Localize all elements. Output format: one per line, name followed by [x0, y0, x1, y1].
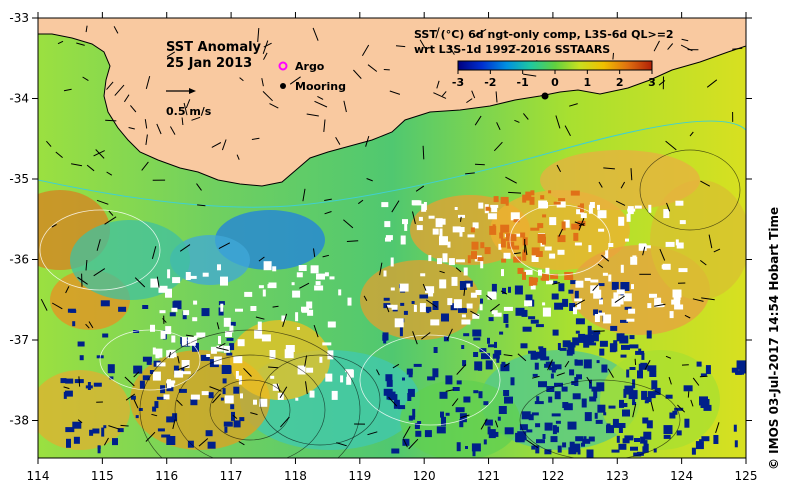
x-tick-label: 123: [606, 469, 629, 483]
ocean-field: [10, 18, 750, 490]
x-tick-label: 119: [348, 469, 371, 483]
x-tick-label: 115: [91, 469, 114, 483]
scale-label: 0.5 m/s: [166, 105, 212, 118]
x-tick-label: 121: [477, 469, 500, 483]
colorbar-tick-label: 0: [551, 76, 559, 89]
x-tick-label: 114: [27, 469, 50, 483]
reference-description: wrt L3S-1d 1992-2016 SSTAARS: [414, 43, 610, 56]
mooring-icon: [280, 83, 286, 89]
product-description: SST (°C) 6d ngt-only comp, L3S-6d QL>=2: [414, 28, 674, 41]
x-tick-label: 125: [735, 469, 758, 483]
y-tick-label: -34: [9, 92, 29, 106]
colorbar-tick-label: -3: [452, 76, 464, 89]
colorbar-tick-label: 3: [648, 76, 656, 89]
colorbar-ramp: [458, 61, 652, 70]
y-tick-label: -36: [9, 253, 29, 267]
map-title: SST Anomaly: [166, 40, 262, 55]
y-tick-label: -37: [9, 333, 29, 347]
argo-label: Argo: [295, 60, 325, 73]
map-date: 25 Jan 2013: [166, 56, 252, 71]
x-tick-label: 124: [670, 469, 693, 483]
colorbar-tick-label: -2: [484, 76, 496, 89]
x-tick-label: 120: [413, 469, 436, 483]
mooring-label: Mooring: [295, 80, 346, 93]
colorbar-tick-label: -1: [517, 76, 529, 89]
x-tick-label: 122: [541, 469, 564, 483]
colorbar-tick-label: 1: [584, 76, 592, 89]
y-tick-label: -33: [9, 11, 29, 25]
credit-text: © IMOS 03-Jul-2017 14:54 Hobart Time: [767, 207, 781, 470]
x-tick-label: 117: [220, 469, 243, 483]
x-tick-label: 118: [284, 469, 307, 483]
y-tick-label: -38: [9, 414, 29, 428]
y-tick-label: -35: [9, 172, 29, 186]
mooring-marker[interactable]: [542, 93, 549, 100]
colorbar-tick-label: 2: [616, 76, 624, 89]
x-tick-label: 116: [155, 469, 178, 483]
